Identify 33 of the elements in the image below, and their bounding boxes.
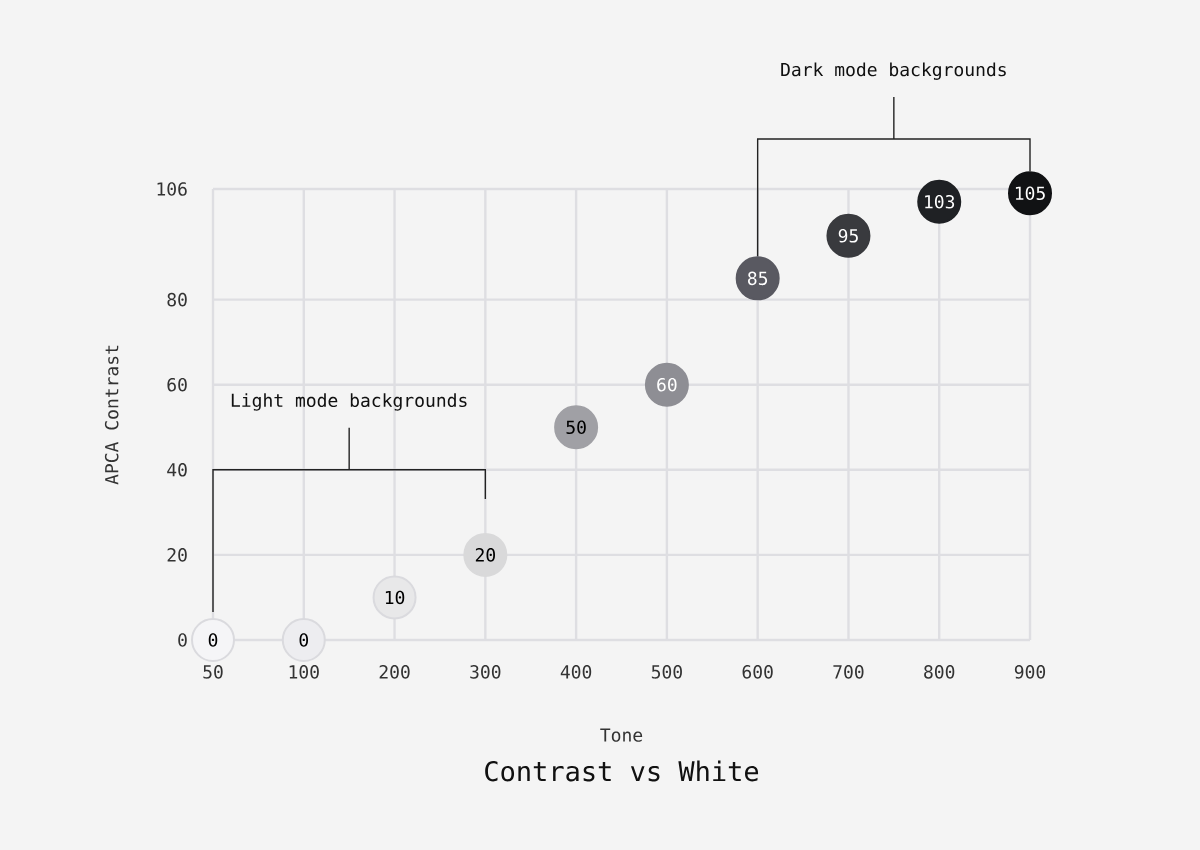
y-axis-title: APCA Contrast	[104, 345, 119, 485]
x-axis-title: Tone	[600, 728, 643, 742]
data-label: 50	[566, 420, 586, 435]
data-label: 10	[385, 590, 405, 605]
y-tick-label: 60	[167, 377, 187, 392]
x-tick-label: 400	[560, 665, 592, 679]
data-label: 85	[747, 271, 768, 286]
data-label: 60	[657, 377, 677, 392]
point	[191, 617, 235, 662]
text: Dark mode backgrounds	[781, 62, 1006, 80]
y-tick-label: 20	[167, 548, 187, 562]
x-tick-label: 100	[289, 665, 319, 679]
y-tick-label: 40	[167, 462, 187, 477]
data-label: 20	[475, 548, 496, 562]
point	[281, 617, 326, 662]
y-tick-label: 106	[157, 182, 187, 196]
data-label: 0	[208, 633, 218, 647]
y-tick-label: 80	[167, 292, 187, 307]
x-tick-label: 900	[1014, 665, 1046, 679]
x-tick-label: 300	[470, 665, 501, 679]
x-tick-label: 700	[833, 665, 864, 679]
x-tick-label: 200	[379, 665, 410, 679]
x-tick-label: 800	[924, 665, 955, 679]
data-label: 0	[299, 633, 309, 647]
annotation: Light mode backgrounds	[231, 393, 467, 411]
x-tick-label: 600	[742, 665, 773, 679]
data-label: 95	[838, 228, 858, 243]
x-tick-label: 500	[651, 665, 682, 679]
data-label: 103	[925, 194, 955, 209]
text: Contrast vs White	[485, 760, 759, 782]
x-tick-label: 50	[203, 665, 223, 679]
data-label: 105	[1015, 186, 1045, 201]
y-tick-label: 0	[178, 633, 187, 647]
